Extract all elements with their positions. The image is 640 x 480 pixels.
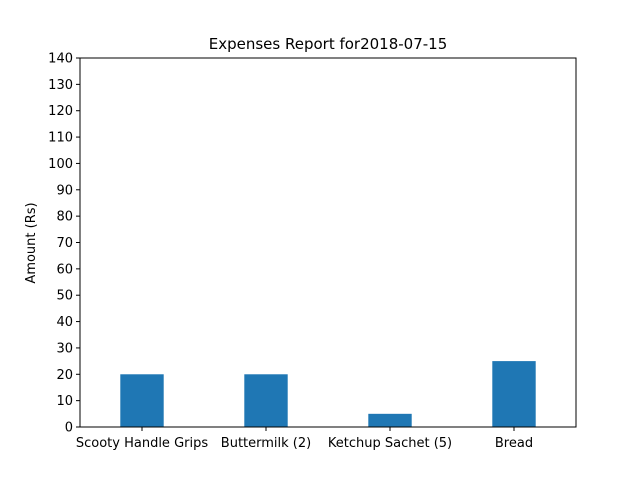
y-tick-label: 110 (48, 131, 73, 146)
y-tick-label: 80 (56, 210, 73, 225)
y-tick-label: 140 (48, 52, 73, 67)
y-tick-label: 10 (56, 394, 73, 409)
x-tick-label: Scooty Handle Grips (76, 436, 208, 451)
y-axis-label: Amount (Rs) (24, 202, 39, 283)
x-tick-label: Buttermilk (2) (221, 436, 311, 451)
y-tick-label: 130 (48, 78, 73, 93)
y-tick-label: 50 (56, 289, 73, 304)
y-tick-label: 0 (65, 421, 73, 436)
x-ticks-group: Scooty Handle Grips Buttermilk (2) Ketchup… (76, 427, 533, 451)
plot-frame (79, 57, 577, 428)
x-tick-label: Ketchup Sachet (5) (328, 436, 452, 451)
bars-group (120, 361, 536, 427)
y-tick-label: 120 (48, 104, 73, 119)
bar (492, 361, 536, 427)
y-tick-label: 60 (56, 262, 73, 277)
chart-title: Expenses Report for2018-07-15 (209, 35, 448, 53)
y-tick-label: 90 (56, 183, 73, 198)
y-tick-label: 70 (56, 236, 73, 251)
y-tick-label: 100 (48, 157, 73, 172)
x-tick-label: Bread (495, 436, 533, 451)
y-tick-label: 20 (56, 368, 73, 383)
bar (368, 413, 412, 427)
y-tick-label: 40 (56, 315, 73, 330)
bar (120, 374, 164, 427)
y-tick-label: 30 (56, 341, 73, 356)
bar (244, 374, 288, 427)
y-ticks-group: 0 10 20 30 40 50 60 70 80 90 100 110 120 130 140 (48, 52, 80, 436)
